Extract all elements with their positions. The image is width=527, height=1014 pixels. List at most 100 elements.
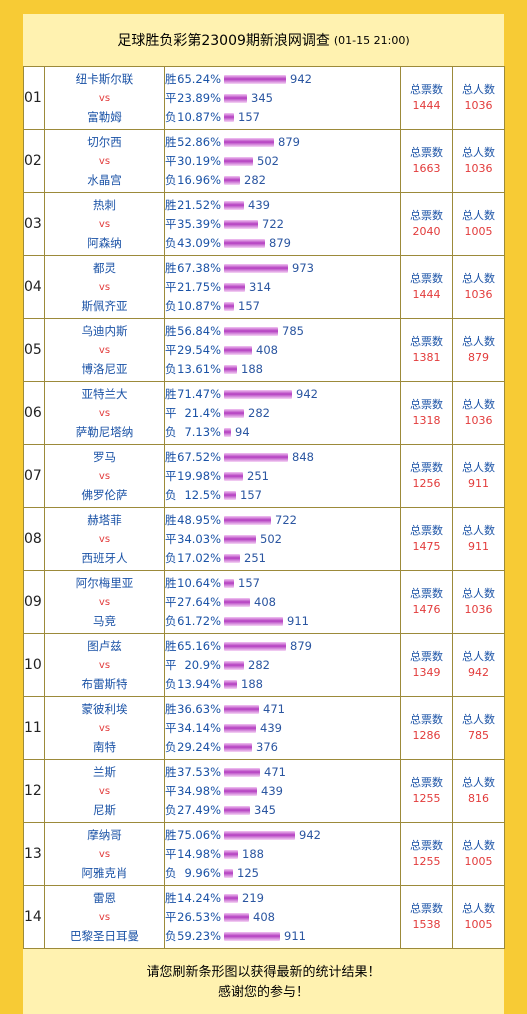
draw-row: 平 26.53% 408 [165, 908, 400, 927]
vs-label: vs [98, 848, 111, 860]
lose-bar [224, 805, 250, 815]
vs-label: vs [98, 470, 111, 482]
home-team[interactable]: 赫塔菲 [87, 512, 122, 527]
match-row: 01 纽卡斯尔联 vs 富勒姆 胜 65.24% 942 平 23.89% 345 负 10.87% 1… [23, 66, 505, 130]
draw-percent: 23.89% [177, 90, 221, 105]
away-team[interactable]: 阿森纳 [87, 235, 122, 250]
home-team[interactable]: 热刺 [93, 197, 116, 212]
draw-bar [224, 282, 245, 292]
win-bar [224, 830, 295, 840]
total-votes-value: 1255 [412, 792, 441, 805]
draw-bar [224, 660, 244, 670]
away-team[interactable]: 佛罗伦萨 [81, 487, 128, 502]
match-number: 12 [23, 759, 45, 823]
home-team[interactable]: 图卢兹 [87, 638, 122, 653]
win-bar [224, 641, 286, 651]
away-team[interactable]: 南特 [93, 739, 116, 754]
lose-row: 负 61.72% 911 [165, 612, 400, 631]
home-team[interactable]: 摩纳哥 [87, 827, 122, 842]
home-team[interactable]: 雷恩 [93, 890, 116, 905]
total-people-cell: 总人数 1036 [452, 255, 505, 319]
win-label: 胜 [165, 71, 177, 86]
away-team[interactable]: 马竞 [93, 613, 116, 628]
home-team[interactable]: 切尔西 [87, 134, 122, 149]
lose-bar [224, 616, 283, 626]
total-votes-value: 1349 [412, 666, 441, 679]
win-label: 胜 [165, 134, 177, 149]
draw-row: 平 34.98% 439 [165, 782, 400, 801]
lose-label: 负 [165, 739, 177, 754]
match-number: 08 [23, 507, 45, 571]
win-bar [224, 578, 234, 588]
away-team[interactable]: 布雷斯特 [81, 676, 128, 691]
total-votes-label: 总票数 [410, 335, 443, 348]
win-percent: 10.64% [177, 575, 221, 590]
home-team[interactable]: 纽卡斯尔联 [75, 71, 134, 86]
home-team[interactable]: 罗马 [93, 449, 116, 464]
vote-bars: 胜 65.24% 942 平 23.89% 345 负 10.87% 157 [164, 66, 401, 130]
total-people-label: 总人数 [462, 335, 495, 348]
draw-label: 平 [165, 720, 177, 735]
draw-label: 平 [165, 342, 177, 357]
total-people-value: 1036 [464, 99, 493, 112]
vs-label: vs [98, 659, 111, 671]
vs-label: vs [98, 533, 111, 545]
away-team[interactable]: 巴黎圣日耳曼 [70, 928, 139, 943]
total-votes-cell: 总票数 1255 [400, 822, 453, 886]
draw-percent: 30.19% [177, 153, 221, 168]
lose-percent: 9.96% [184, 865, 221, 880]
match-number: 01 [23, 66, 45, 130]
away-team[interactable]: 水晶宫 [87, 172, 122, 187]
draw-bar [224, 534, 256, 544]
total-people-label: 总人数 [462, 272, 495, 285]
total-votes-cell: 总票数 1255 [400, 759, 453, 823]
lose-label: 负 [165, 865, 177, 880]
win-label: 胜 [165, 512, 177, 527]
match-number: 03 [23, 192, 45, 256]
vote-bars: 胜 21.52% 439 平 35.39% 722 负 43.09% 879 [164, 192, 401, 256]
home-team[interactable]: 亚特兰大 [81, 386, 128, 401]
away-team[interactable]: 尼斯 [93, 802, 116, 817]
win-label: 胜 [165, 701, 177, 716]
home-team[interactable]: 乌迪内斯 [81, 323, 128, 338]
away-team[interactable]: 萨勒尼塔纳 [75, 424, 134, 439]
total-people-value: 1036 [464, 162, 493, 175]
lose-row: 负 13.94% 188 [165, 675, 400, 694]
match-row: 03 热刺 vs 阿森纳 胜 21.52% 439 平 35.39% 722 负 43.09% 879 总… [23, 192, 505, 256]
home-team[interactable]: 都灵 [93, 260, 116, 275]
win-row: 胜 67.52% 848 [165, 448, 400, 467]
match-teams: 罗马 vs 佛罗伦萨 [44, 444, 165, 508]
home-team[interactable]: 阿尔梅里亚 [75, 575, 134, 590]
win-count: 439 [248, 197, 270, 212]
total-people-cell: 总人数 911 [452, 507, 505, 571]
lose-row: 负 43.09% 879 [165, 234, 400, 253]
away-team[interactable]: 博洛尼亚 [81, 361, 128, 376]
draw-label: 平 [165, 153, 177, 168]
home-team[interactable]: 兰斯 [93, 764, 116, 779]
win-row: 胜 21.52% 439 [165, 196, 400, 215]
total-people-label: 总人数 [462, 461, 495, 474]
win-percent: 65.24% [177, 71, 221, 86]
total-votes-label: 总票数 [410, 902, 443, 915]
win-row: 胜 65.24% 942 [165, 70, 400, 89]
total-people-label: 总人数 [462, 83, 495, 96]
lose-percent: 43.09% [177, 235, 221, 250]
away-team[interactable]: 斯佩齐亚 [81, 298, 128, 313]
draw-count: 188 [242, 846, 264, 861]
draw-bar [224, 849, 238, 859]
total-people-value: 911 [468, 477, 489, 490]
draw-label: 平 [165, 657, 177, 672]
total-votes-cell: 总票数 2040 [400, 192, 453, 256]
win-count: 157 [238, 575, 260, 590]
total-votes-value: 1444 [412, 99, 441, 112]
total-votes-value: 1255 [412, 855, 441, 868]
win-bar [224, 389, 292, 399]
lose-percent: 12.5% [184, 487, 221, 502]
win-row: 胜 52.86% 879 [165, 133, 400, 152]
away-team[interactable]: 富勒姆 [87, 109, 122, 124]
win-count: 219 [242, 890, 264, 905]
away-team[interactable]: 西班牙人 [81, 550, 128, 565]
draw-row: 平 14.98% 188 [165, 845, 400, 864]
home-team[interactable]: 蒙彼利埃 [81, 701, 128, 716]
away-team[interactable]: 阿雅克肖 [81, 865, 128, 880]
